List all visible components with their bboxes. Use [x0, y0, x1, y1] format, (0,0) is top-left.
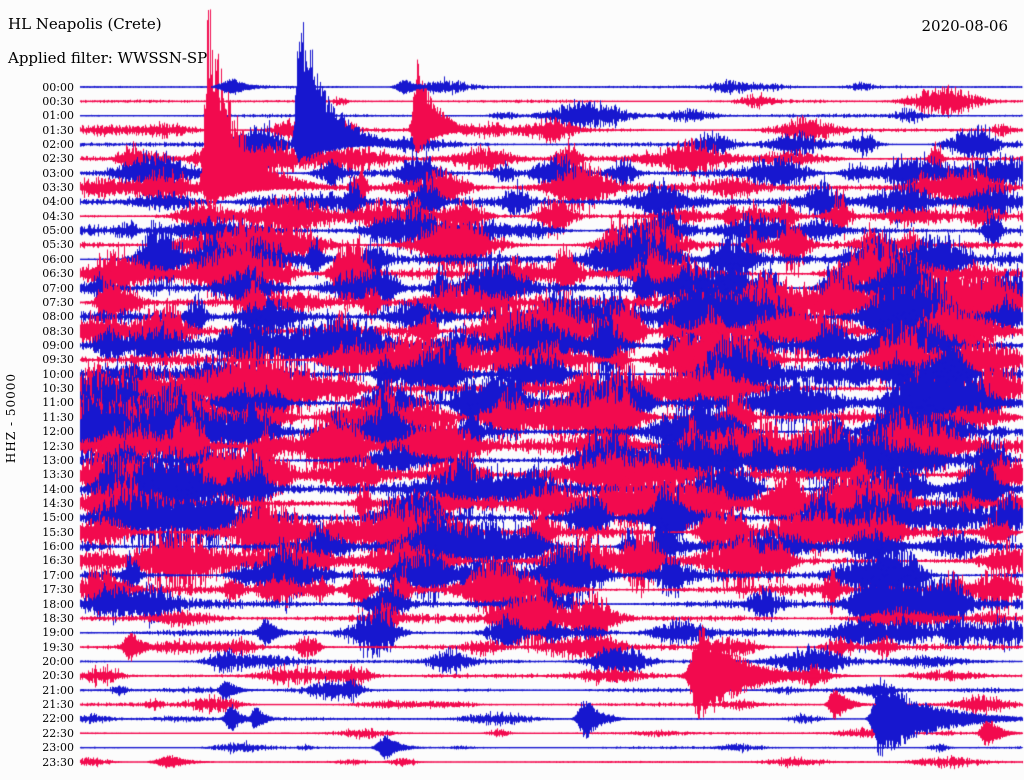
seismogram-canvas [0, 0, 1024, 780]
helicorder-screen: HL Neapolis (Crete) Applied filter: WWSS… [0, 0, 1024, 780]
